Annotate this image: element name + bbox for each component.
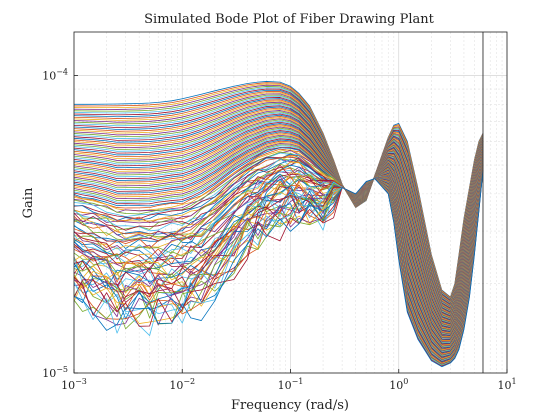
x-tick-exponent: 0 <box>403 377 408 386</box>
x-tick-label: 10−3 <box>61 377 87 392</box>
x-tick-exponent: 1 <box>511 377 516 386</box>
x-tick-label: 100 <box>389 377 408 392</box>
series-line <box>74 170 484 368</box>
chart-title: Simulated Bode Plot of Fiber Drawing Pla… <box>144 12 434 27</box>
y-tick-base: 10 <box>42 367 56 380</box>
x-tick-label: 10−1 <box>278 377 304 392</box>
x-tick-exponent: −2 <box>183 377 195 386</box>
y-tick-base: 10 <box>42 69 56 82</box>
x-tick-base: 10 <box>497 379 511 392</box>
x-tick-base: 10 <box>278 379 292 392</box>
x-tick-base: 10 <box>61 379 75 392</box>
x-tick-labels: 10−3 10−2 10−1 100 101 <box>61 369 517 392</box>
series-group <box>74 81 484 368</box>
x-axis-label: Frequency (rad/s) <box>231 398 349 413</box>
x-tick-label: 10−2 <box>169 377 195 392</box>
x-tick-exponent: −1 <box>292 377 304 386</box>
y-tick-label: 10−4 <box>42 67 68 82</box>
y-tick-exponent: −5 <box>56 365 68 374</box>
x-tick-exponent: −3 <box>75 377 87 386</box>
x-tick-base: 10 <box>389 379 403 392</box>
y-tick-label: 10−5 <box>42 365 68 380</box>
x-tick-base: 10 <box>169 379 183 392</box>
x-tick-label: 101 <box>497 377 516 392</box>
y-axis-label: Gain <box>21 187 36 218</box>
y-tick-exponent: −4 <box>56 67 68 76</box>
y-tick-labels: 10−510−4 <box>42 67 78 380</box>
